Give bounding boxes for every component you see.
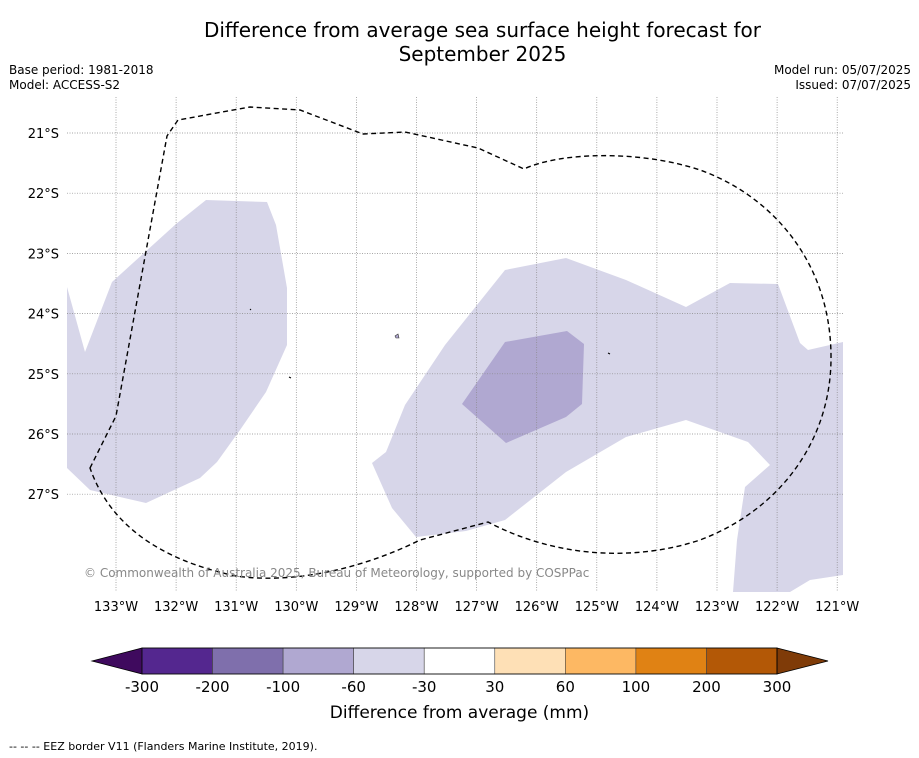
colorbar-tick-label: -200: [196, 678, 230, 696]
colorbar-segment: [423, 647, 496, 675]
lon-tick-label: 131°W: [214, 600, 258, 615]
anomaly-shading: [67, 200, 843, 592]
tiny-islands: [249, 308, 611, 379]
eez-border: [89, 106, 832, 579]
colorbar-tick-label: 30: [485, 678, 504, 696]
lon-tick-label: 126°W: [515, 600, 559, 615]
base-period: Base period: 1981-2018: [9, 63, 154, 77]
colorbar-segment: [635, 647, 707, 675]
model-name: Model: ACCESS-S2: [9, 78, 121, 92]
colorbar-tick-label: -300: [125, 678, 159, 696]
colorbar-segment: [706, 647, 778, 675]
colorbar-tick-label: 300: [763, 678, 792, 696]
lon-tick-label: 129°W: [334, 600, 378, 615]
lat-tick-label: 23°S: [28, 247, 59, 262]
lon-tick-label: 122°W: [755, 600, 799, 615]
colorbar-tick-label: 100: [622, 678, 651, 696]
lon-tick-label: 123°W: [695, 600, 739, 615]
lon-tick-label: 124°W: [635, 600, 679, 615]
colorbar-tick-label: -60: [341, 678, 366, 696]
colorbar-segment: [212, 647, 284, 675]
lat-tick-label: 26°S: [28, 428, 59, 443]
colorbar-segment: [565, 647, 637, 675]
lon-tick-label: 132°W: [154, 600, 198, 615]
issued-date: Issued: 07/07/2025: [795, 78, 911, 92]
copyright-notice: © Commonwealth of Australia 2025, Bureau…: [84, 566, 589, 580]
colorbar-title: Difference from average (mm): [329, 703, 590, 723]
colorbar-tick-label: 60: [556, 678, 575, 696]
colorbar-segment: [282, 647, 354, 675]
lat-tick-label: 27°S: [28, 488, 59, 503]
lat-tick-label: 22°S: [28, 187, 59, 202]
colorbar-tick-label: 200: [692, 678, 721, 696]
map-title: Difference from average sea surface heig…: [150, 18, 815, 66]
shade-west-region: [67, 200, 287, 503]
lon-tick-label: 130°W: [274, 600, 318, 615]
colorbar-tick-label: -100: [266, 678, 300, 696]
title-line-2: September 2025: [398, 42, 567, 66]
latitude-labels: 21°S 22°S 23°S 24°S 25°S 26°S 27°S: [28, 127, 59, 503]
title-line-1: Difference from average sea surface heig…: [203, 18, 762, 42]
model-run: Model run: 05/07/2025: [773, 63, 911, 77]
lat-tick-label: 25°S: [28, 368, 59, 383]
lon-tick-label: 128°W: [394, 600, 438, 615]
colorbar-segment: [494, 647, 566, 675]
lon-tick-label: 127°W: [455, 600, 499, 615]
lat-tick-label: 24°S: [28, 308, 59, 323]
colorbar-frame: [141, 647, 778, 675]
colorbar-tick-labels: -300 -200 -100 -60 -30 30 60 100 200 300: [125, 678, 791, 696]
colorbar-segment: [353, 647, 425, 675]
graticule: [67, 97, 843, 592]
colorbar-low-extension: [90, 647, 143, 675]
colorbar: [90, 647, 829, 675]
colorbar-high-extension: [776, 647, 829, 675]
lon-tick-label: 121°W: [815, 600, 859, 615]
longitude-labels: 133°W 132°W 131°W 130°W 129°W 128°W 127°W 126°W…: [94, 600, 860, 615]
shade-central-region: [372, 258, 843, 592]
shade-speck-1: [394, 333, 400, 339]
colorbar-segment: [141, 647, 213, 675]
lon-tick-label: 133°W: [94, 600, 138, 615]
colorbar-tick-label: -30: [412, 678, 437, 696]
lon-tick-label: 125°W: [575, 600, 619, 615]
meta-right: Model run: 05/07/2025 Issued: 07/07/2025: [774, 63, 911, 93]
meta-left: Base period: 1981-2018 Model: ACCESS-S2: [9, 63, 154, 93]
eez-footnote: -- -- -- EEZ border V11 (Flanders Marine…: [9, 740, 318, 753]
shade-central-darker: [462, 331, 584, 443]
lat-tick-label: 21°S: [28, 127, 59, 142]
